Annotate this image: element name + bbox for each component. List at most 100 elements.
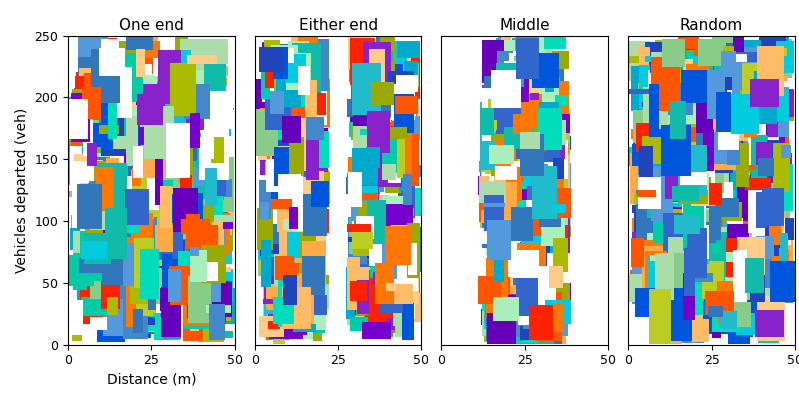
Bar (764, 173, 781, 178)
Bar (347, 267, 356, 319)
Bar (97, 163, 126, 209)
Bar (310, 261, 329, 309)
Bar (371, 257, 394, 278)
Bar (268, 290, 295, 313)
Bar (551, 109, 567, 129)
Bar (292, 301, 308, 318)
Bar (534, 166, 562, 180)
Bar (557, 260, 570, 293)
Bar (203, 249, 221, 265)
Bar (490, 143, 506, 195)
Bar (396, 76, 419, 92)
Bar (682, 303, 695, 311)
Bar (490, 70, 507, 105)
Bar (180, 278, 193, 284)
Bar (721, 202, 742, 221)
Bar (706, 67, 735, 81)
Bar (113, 136, 132, 149)
Bar (77, 97, 85, 113)
Bar (307, 162, 325, 179)
Bar (655, 125, 676, 148)
Bar (266, 284, 280, 309)
Bar (266, 316, 294, 340)
Bar (702, 248, 717, 289)
Bar (491, 102, 507, 148)
Bar (165, 83, 183, 115)
Bar (288, 88, 298, 96)
Bar (303, 188, 324, 242)
Bar (710, 275, 732, 294)
Bar (643, 150, 670, 183)
Bar (154, 306, 180, 340)
Bar (260, 238, 280, 271)
Bar (163, 198, 184, 237)
Bar (517, 175, 541, 230)
Bar (384, 263, 396, 280)
Bar (749, 256, 771, 288)
Bar (512, 53, 530, 82)
Bar (162, 148, 175, 194)
Bar (500, 198, 519, 246)
Bar (99, 326, 125, 339)
Bar (181, 175, 193, 197)
Bar (508, 120, 529, 169)
Bar (487, 235, 515, 245)
Bar (629, 274, 649, 302)
Bar (117, 156, 138, 193)
Bar (674, 145, 694, 152)
Bar (491, 156, 500, 202)
Bar (392, 80, 415, 120)
Bar (535, 63, 558, 93)
Bar (531, 208, 547, 263)
Bar (732, 39, 744, 92)
Bar (135, 265, 149, 310)
Bar (97, 293, 125, 324)
Bar (376, 135, 400, 160)
Bar (296, 289, 316, 299)
Bar (264, 281, 281, 317)
Bar (537, 257, 558, 309)
Bar (376, 101, 392, 151)
Bar (373, 105, 403, 118)
Bar (714, 198, 739, 217)
Bar (178, 228, 197, 244)
Bar (484, 76, 503, 115)
Bar (352, 246, 376, 268)
Bar (745, 101, 757, 137)
Bar (698, 313, 707, 339)
Bar (497, 156, 527, 210)
Bar (652, 252, 665, 257)
Bar (274, 138, 300, 158)
Bar (547, 100, 558, 116)
Bar (508, 154, 522, 196)
Bar (352, 248, 370, 260)
Bar (287, 181, 307, 211)
Bar (630, 238, 644, 267)
Bar (348, 36, 372, 69)
Bar (398, 183, 415, 217)
Bar (352, 200, 374, 221)
Bar (210, 287, 222, 330)
Bar (383, 267, 393, 277)
Bar (133, 98, 157, 126)
Bar (543, 112, 559, 154)
Bar (661, 312, 682, 318)
Bar (732, 62, 761, 109)
Bar (479, 141, 503, 170)
Bar (145, 121, 154, 152)
Bar (710, 191, 726, 227)
Bar (353, 130, 373, 171)
Bar (663, 213, 690, 257)
Bar (489, 112, 503, 122)
Bar (709, 278, 721, 306)
Bar (654, 169, 678, 195)
Bar (629, 41, 650, 82)
Bar (289, 88, 302, 113)
Bar (748, 120, 766, 167)
Bar (519, 202, 535, 238)
Bar (141, 171, 169, 223)
Bar (502, 153, 519, 199)
Bar (644, 298, 658, 305)
Bar (261, 125, 276, 131)
Bar (545, 80, 555, 116)
